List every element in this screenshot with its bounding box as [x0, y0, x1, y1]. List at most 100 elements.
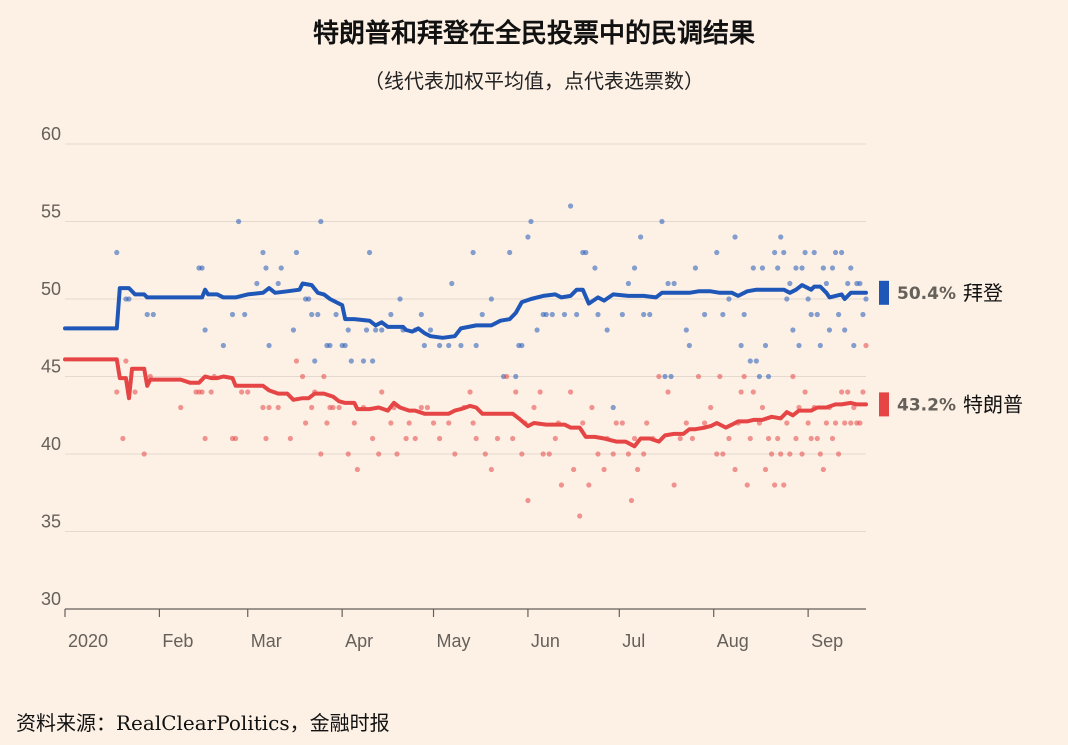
- y-tick-label: 55: [41, 202, 61, 222]
- biden-poll-point: [701, 311, 708, 318]
- biden-poll-point: [202, 327, 208, 333]
- trump-poll-point: [863, 342, 869, 349]
- trump-poll-point: [619, 420, 625, 426]
- trump-poll-point: [370, 435, 376, 442]
- biden-poll-point: [379, 327, 385, 333]
- trump-poll-point: [418, 404, 424, 411]
- biden-poll-point: [832, 249, 839, 256]
- biden-poll-point: [150, 311, 156, 318]
- trump-poll-point: [178, 404, 184, 411]
- trump-poll-point: [336, 404, 342, 411]
- trump-poll-point: [829, 435, 836, 442]
- biden-poll-point: [473, 342, 479, 349]
- trump-poll-point: [784, 420, 790, 426]
- trump-poll-point: [567, 389, 574, 395]
- trump-poll-point: [589, 404, 595, 411]
- trump-poll-point: [580, 420, 586, 426]
- trump-poll-point: [232, 435, 239, 442]
- trump-poll-point: [732, 466, 738, 473]
- biden-poll-point: [683, 327, 689, 333]
- biden-poll-point: [363, 327, 370, 333]
- biden-poll-point: [665, 280, 671, 287]
- trump-poll-point: [595, 451, 601, 457]
- biden-poll-point: [826, 327, 833, 333]
- biden-poll-point: [525, 234, 531, 240]
- biden-poll-point: [427, 327, 434, 333]
- trump-poll-point: [695, 373, 702, 380]
- trump-poll-point: [820, 466, 826, 473]
- trump-poll-point: [823, 420, 830, 426]
- trump-poll-point: [123, 358, 129, 364]
- trump-poll-point: [504, 373, 510, 380]
- trump-poll-point: [309, 404, 315, 411]
- biden-poll-point: [753, 358, 759, 364]
- trump-poll-point: [689, 435, 695, 442]
- trump-poll-point: [610, 451, 616, 457]
- biden-poll-point: [619, 311, 625, 318]
- trump-poll-point: [351, 420, 357, 426]
- trump-poll-point: [239, 389, 245, 395]
- trump-poll-point: [552, 435, 558, 442]
- chart-subtitle: （线代表加权平均值，点代表选票数）: [364, 69, 704, 93]
- trump-poll-point: [775, 435, 781, 442]
- trump-poll-point: [641, 451, 647, 457]
- biden-poll-point: [479, 311, 485, 318]
- biden-poll-point: [293, 249, 300, 256]
- biden-poll-point: [561, 311, 568, 318]
- trump-poll-point: [741, 373, 747, 380]
- biden-poll-point: [775, 265, 781, 271]
- trump-poll-point: [202, 435, 208, 442]
- trump-poll-point: [345, 451, 351, 457]
- trump-poll-point: [376, 451, 382, 457]
- trump-poll-point: [744, 482, 750, 488]
- trump-poll-point: [765, 435, 772, 442]
- biden-poll-point: [823, 280, 830, 287]
- biden-poll-point: [641, 311, 647, 318]
- trump-poll-point: [558, 482, 565, 488]
- x-tick-label: Mar: [251, 631, 282, 651]
- biden-poll-point: [784, 296, 790, 302]
- biden-poll-point: [114, 249, 120, 256]
- trump-poll-point: [717, 373, 723, 380]
- biden-poll-point: [549, 311, 555, 318]
- biden-poll-point: [360, 358, 367, 364]
- trump-poll-point: [513, 389, 519, 395]
- biden-poll-point: [254, 280, 260, 287]
- biden-poll-point: [625, 280, 632, 287]
- biden-poll-point: [513, 373, 519, 380]
- biden-poll-point: [534, 327, 540, 333]
- trump-poll-point: [452, 451, 458, 457]
- trump-poll-point: [275, 404, 281, 411]
- biden-poll-point: [750, 265, 756, 271]
- biden-poll-point: [333, 311, 339, 318]
- biden-poll-point: [342, 342, 348, 349]
- trump-poll-point: [388, 420, 394, 426]
- biden-poll-point: [278, 265, 284, 271]
- biden-poll-point: [449, 280, 455, 287]
- biden-end-name: 拜登: [963, 281, 1003, 305]
- trump-poll-point: [482, 451, 488, 457]
- trump-poll-point: [677, 435, 683, 442]
- biden-average-line: [63, 281, 868, 340]
- biden-poll-point: [714, 249, 720, 256]
- trump-poll-point: [625, 451, 632, 457]
- trump-end-name: 特朗普: [963, 392, 1023, 416]
- biden-poll-point: [662, 373, 668, 380]
- biden-poll-point: [229, 311, 236, 318]
- trump-poll-point: [430, 420, 437, 426]
- trump-poll-point: [412, 435, 418, 442]
- biden-poll-point: [811, 249, 817, 256]
- biden-poll-point: [863, 296, 869, 302]
- trump-poll-point: [141, 451, 147, 457]
- trump-poll-point: [406, 420, 412, 426]
- trump-poll-point: [842, 420, 848, 426]
- y-tick-label: 60: [41, 124, 61, 144]
- trump-poll-point: [628, 497, 635, 504]
- trump-poll-point: [772, 482, 778, 488]
- trump-poll-point: [537, 389, 543, 395]
- biden-poll-point: [236, 218, 242, 225]
- biden-poll-point: [659, 218, 665, 225]
- biden-end-marker: [879, 280, 889, 305]
- y-tick-label: 35: [41, 512, 61, 532]
